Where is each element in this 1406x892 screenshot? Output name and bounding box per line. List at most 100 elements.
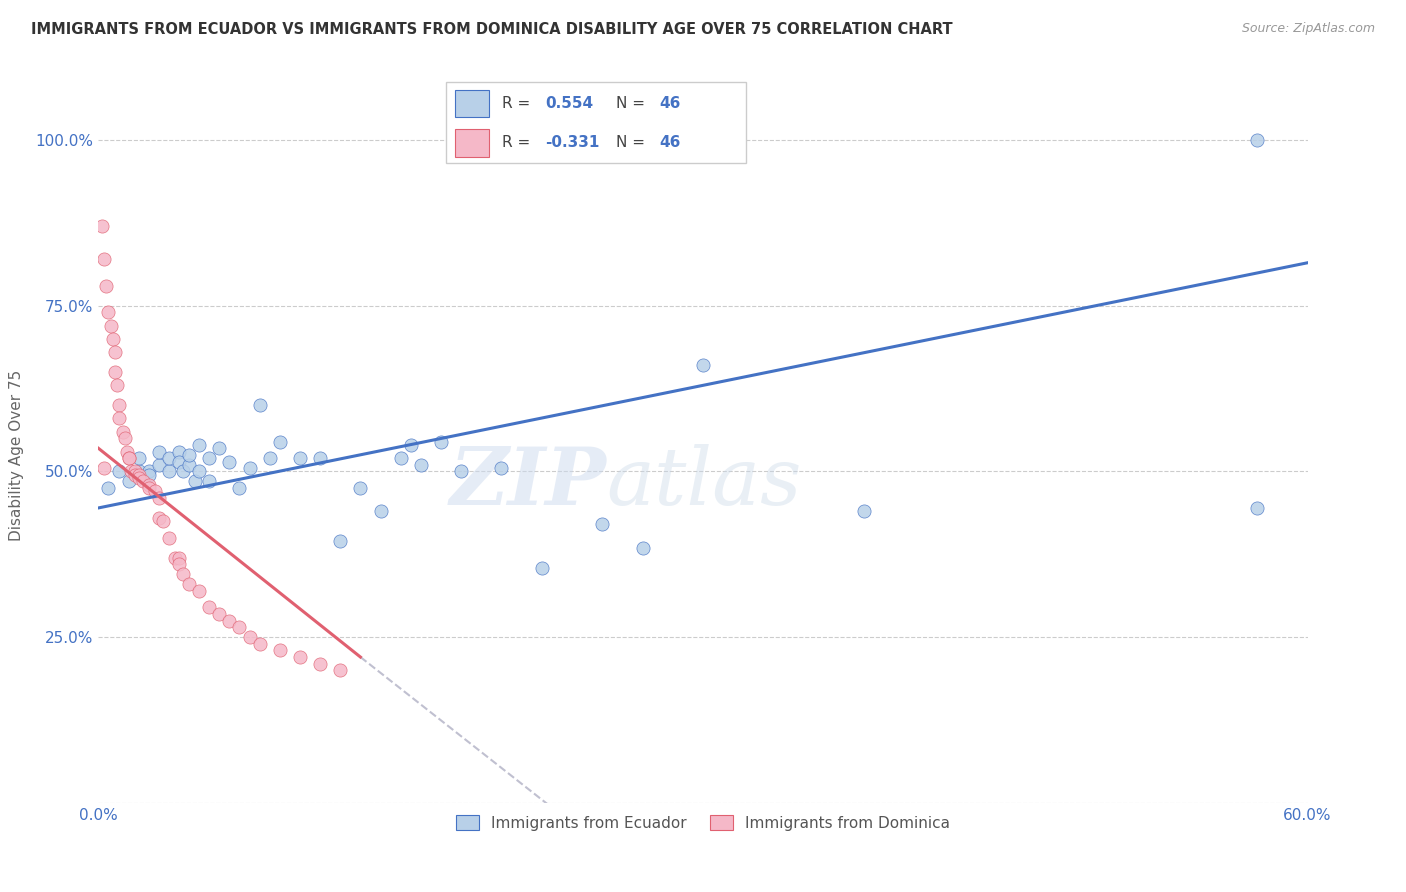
- Point: [188, 583, 211, 598]
- Point: [198, 475, 221, 489]
- Point: [329, 534, 352, 549]
- Point: [349, 481, 371, 495]
- Point: [309, 451, 332, 466]
- Point: [239, 630, 262, 644]
- Point: [138, 481, 160, 495]
- Point: [249, 398, 271, 412]
- Point: [105, 378, 128, 392]
- Point: [409, 458, 432, 472]
- Point: [239, 461, 262, 475]
- Point: [1246, 500, 1268, 515]
- Point: [96, 279, 118, 293]
- Y-axis label: Disability Age Over 75: Disability Age Over 75: [10, 369, 24, 541]
- Point: [143, 484, 166, 499]
- Point: [157, 451, 180, 466]
- Point: [128, 471, 150, 485]
- Point: [114, 431, 136, 445]
- Point: [198, 600, 221, 615]
- Point: [138, 467, 160, 482]
- Point: [184, 475, 207, 489]
- Point: [97, 481, 120, 495]
- Point: [152, 514, 174, 528]
- Text: 46: 46: [659, 136, 681, 151]
- Point: [100, 318, 122, 333]
- Point: [218, 614, 240, 628]
- Point: [148, 458, 170, 472]
- Point: [288, 451, 311, 466]
- Point: [128, 451, 150, 466]
- Point: [120, 465, 142, 479]
- Point: [157, 531, 180, 545]
- Legend: Immigrants from Ecuador, Immigrants from Dominica: Immigrants from Ecuador, Immigrants from…: [450, 809, 956, 837]
- Text: ZIP: ZIP: [450, 444, 606, 522]
- Point: [128, 467, 150, 482]
- Point: [208, 607, 231, 621]
- Point: [167, 444, 190, 458]
- Point: [329, 663, 352, 677]
- Point: [491, 461, 513, 475]
- Point: [148, 511, 170, 525]
- Point: [128, 465, 150, 479]
- Point: [228, 620, 250, 634]
- Point: [249, 637, 271, 651]
- Point: [530, 560, 553, 574]
- Point: [118, 451, 141, 466]
- Point: [107, 398, 129, 412]
- FancyBboxPatch shape: [456, 89, 489, 117]
- Point: [167, 558, 190, 572]
- Point: [399, 438, 422, 452]
- Point: [269, 643, 291, 657]
- Point: [103, 365, 125, 379]
- Point: [179, 577, 201, 591]
- Point: [631, 541, 654, 555]
- Point: [138, 477, 160, 491]
- Text: IMMIGRANTS FROM ECUADOR VS IMMIGRANTS FROM DOMINICA DISABILITY AGE OVER 75 CORRE: IMMIGRANTS FROM ECUADOR VS IMMIGRANTS FR…: [31, 22, 952, 37]
- Point: [389, 451, 412, 466]
- Point: [93, 461, 115, 475]
- Point: [430, 434, 453, 449]
- Point: [132, 475, 155, 489]
- Point: [269, 434, 291, 449]
- Point: [101, 332, 124, 346]
- Point: [370, 504, 392, 518]
- Point: [103, 345, 125, 359]
- Point: [115, 444, 138, 458]
- Point: [1246, 133, 1268, 147]
- Point: [97, 305, 120, 319]
- Text: N =: N =: [616, 95, 650, 111]
- Point: [179, 448, 201, 462]
- Point: [853, 504, 876, 518]
- Point: [167, 454, 190, 468]
- Point: [167, 550, 190, 565]
- Point: [259, 451, 281, 466]
- Point: [148, 491, 170, 505]
- Point: [692, 359, 714, 373]
- Text: R =: R =: [502, 95, 534, 111]
- Point: [172, 465, 194, 479]
- Point: [118, 451, 141, 466]
- Point: [93, 252, 115, 267]
- Point: [163, 550, 186, 565]
- Point: [450, 465, 472, 479]
- Point: [157, 465, 180, 479]
- Point: [288, 650, 311, 665]
- Text: -0.331: -0.331: [546, 136, 599, 151]
- Text: R =: R =: [502, 136, 534, 151]
- Point: [148, 444, 170, 458]
- Point: [218, 454, 240, 468]
- Point: [188, 465, 211, 479]
- Point: [591, 517, 613, 532]
- Point: [208, 442, 231, 456]
- Text: Source: ZipAtlas.com: Source: ZipAtlas.com: [1241, 22, 1375, 36]
- Point: [188, 438, 211, 452]
- Point: [124, 467, 146, 482]
- Point: [179, 458, 201, 472]
- Point: [228, 481, 250, 495]
- Point: [118, 475, 141, 489]
- Text: 0.554: 0.554: [546, 95, 593, 111]
- Text: atlas: atlas: [606, 444, 801, 522]
- Point: [138, 465, 160, 479]
- FancyBboxPatch shape: [456, 129, 489, 157]
- Point: [309, 657, 332, 671]
- Point: [91, 219, 114, 234]
